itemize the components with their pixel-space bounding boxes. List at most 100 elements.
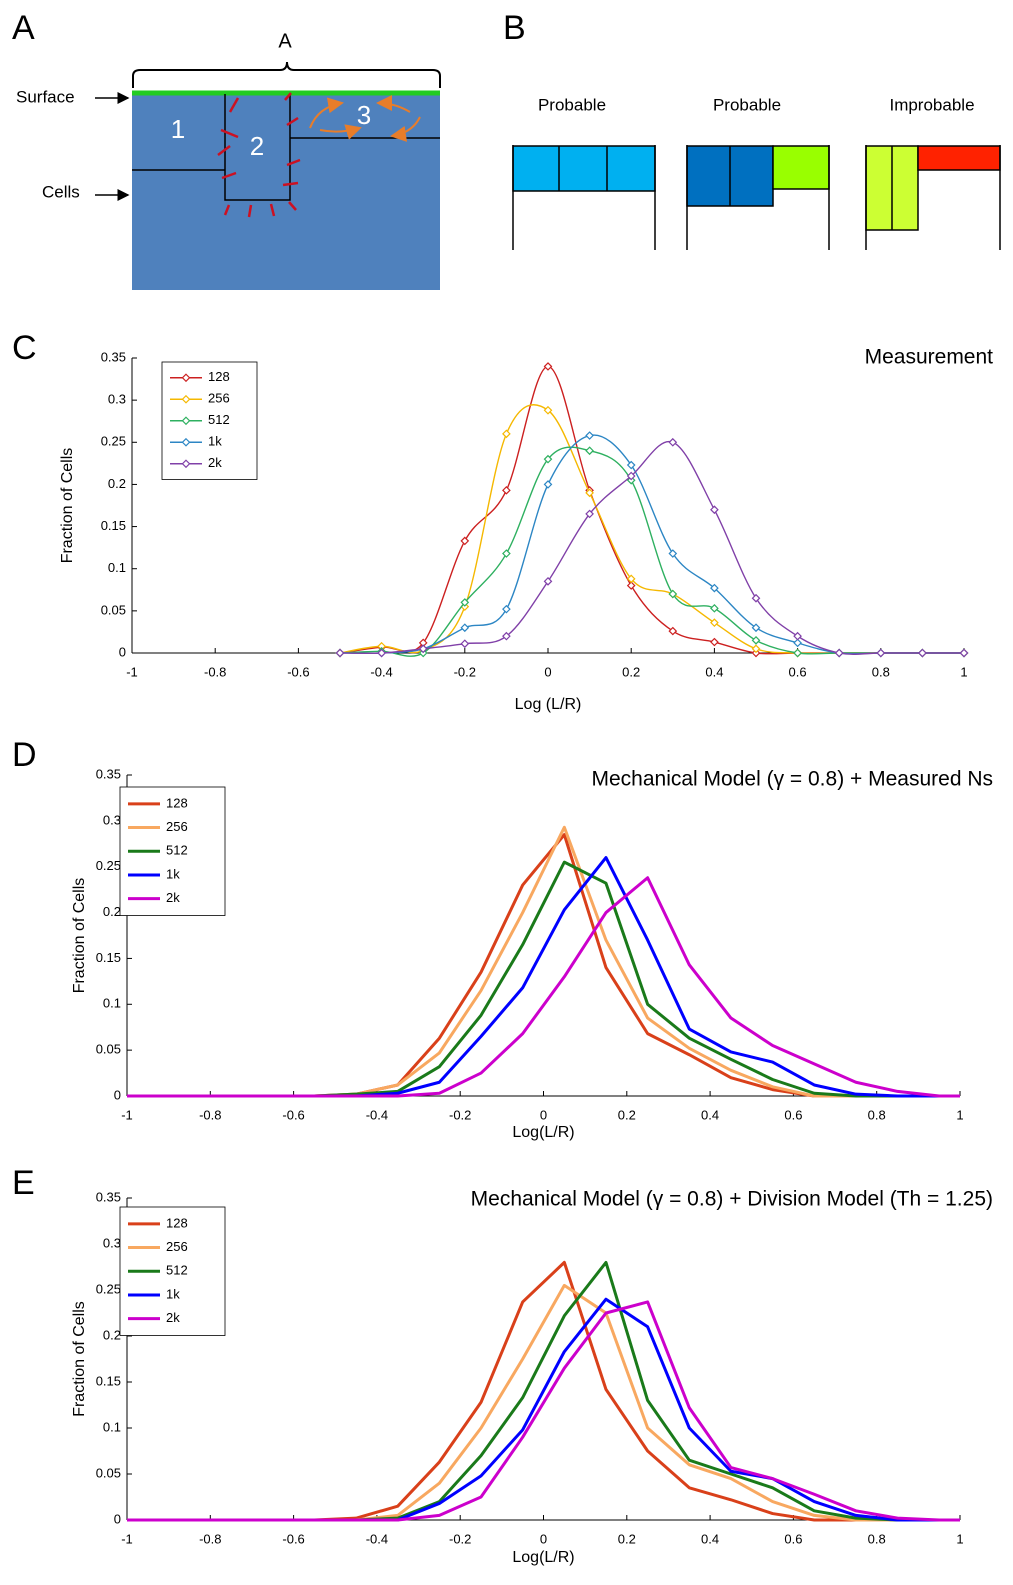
y-tick-label: 0.3	[103, 1235, 121, 1250]
y-tick-label: 0.15	[96, 1373, 121, 1388]
y-axis-label: Fraction of Cells	[71, 878, 88, 994]
legend-label: 512	[208, 412, 230, 427]
x-tick-label: -1	[121, 1531, 133, 1546]
legend-marker	[181, 373, 191, 383]
data-point	[460, 639, 470, 649]
data-point	[418, 644, 428, 654]
legend-label: 512	[166, 1263, 188, 1278]
data-point	[959, 648, 969, 658]
x-tick-label: -0.8	[204, 664, 226, 679]
y-tick-label: 0	[114, 1511, 121, 1526]
y-tick-label: 0.15	[96, 950, 121, 965]
data-point	[751, 644, 761, 654]
data-point	[834, 648, 844, 658]
data-point	[626, 574, 636, 584]
legend-marker	[181, 437, 191, 447]
x-tick-label: 0.4	[701, 1531, 719, 1546]
data-point	[668, 549, 678, 558]
data-point	[460, 598, 470, 607]
x-tick-label: -0.6	[282, 1531, 304, 1546]
data-point	[460, 536, 470, 546]
data-point	[668, 437, 678, 447]
config-2	[686, 145, 830, 250]
x-tick-label: 1	[956, 1107, 963, 1122]
chart-title: Measurement	[865, 346, 994, 369]
legend-label: 256	[166, 1239, 188, 1254]
y-tick-label: 0.2	[108, 476, 126, 491]
y-tick-label: 0.3	[108, 392, 126, 407]
series-line	[127, 860, 960, 1098]
x-tick-label: -0.2	[454, 664, 476, 679]
panel-label: B	[503, 9, 526, 47]
legend-label: 128	[166, 1215, 188, 1230]
brace-label: A	[278, 30, 292, 52]
x-tick-label: 0.4	[705, 664, 723, 679]
data-point	[335, 648, 345, 658]
x-tick-label: -0.2	[449, 1107, 471, 1122]
cell-motion	[309, 95, 421, 142]
caption: Improbable	[889, 95, 974, 114]
data-point	[751, 623, 761, 633]
legend-label: 128	[166, 795, 188, 810]
y-axis-label: Fraction of Cells	[71, 1301, 88, 1417]
legend-label: 2k	[166, 890, 180, 905]
data-point	[585, 431, 594, 440]
x-tick-label: 1	[956, 1531, 963, 1546]
legend-label: 128	[208, 369, 230, 384]
panel-label: A	[12, 9, 35, 47]
surface-label: Surface	[16, 87, 75, 106]
series-line	[339, 440, 964, 655]
y-tick-label: 0.1	[108, 560, 126, 575]
x-tick-label: 0.6	[784, 1531, 802, 1546]
y-tick-label: 0.35	[96, 766, 121, 781]
series-line	[127, 825, 960, 1098]
series-line	[127, 856, 960, 1098]
data-point	[502, 604, 511, 614]
x-tick-label: -0.6	[282, 1107, 304, 1122]
data-point	[668, 589, 678, 599]
y-axis-label: Fraction of Cells	[59, 448, 76, 564]
y-tick-label: 0.35	[101, 349, 126, 364]
y-tick-label: 0.05	[96, 1465, 121, 1480]
series-line	[339, 434, 964, 655]
panel-label: E	[12, 1164, 35, 1202]
y-tick-label: 0	[114, 1087, 121, 1102]
y-tick-label: 0.1	[103, 996, 121, 1011]
series-line	[127, 1300, 960, 1522]
y-tick-label: 0.25	[101, 434, 126, 449]
x-tick-label: -0.2	[449, 1531, 471, 1546]
x-tick-label: 0.8	[868, 1107, 886, 1122]
legend-marker	[181, 394, 191, 404]
cell-label: 1	[171, 114, 185, 144]
y-tick-label: 0.25	[96, 858, 121, 873]
x-tick-label: 0.4	[701, 1107, 719, 1122]
data-point	[710, 505, 719, 515]
config-3	[865, 145, 1001, 250]
y-tick-label: 0.3	[103, 812, 121, 827]
data-point	[585, 509, 594, 519]
legend-label: 2k	[208, 455, 222, 470]
series-line	[127, 1297, 960, 1522]
data-point	[543, 577, 553, 586]
data-point	[876, 648, 886, 658]
y-tick-label: 0.15	[101, 518, 126, 533]
x-tick-label: 0	[540, 1531, 547, 1546]
data-point	[793, 631, 802, 641]
data-point	[502, 549, 511, 558]
chart-title: Mechanical Model (γ = 0.8) + Division Mo…	[471, 1188, 993, 1211]
series-line	[127, 833, 960, 1098]
x-axis-label: Log(L/R)	[512, 1124, 574, 1141]
x-tick-label: -1	[126, 664, 138, 679]
cell-label: 3	[357, 100, 371, 130]
caption: Probable	[713, 95, 781, 114]
data-point	[377, 648, 386, 658]
series-line	[127, 876, 960, 1098]
legend-label: 1k	[166, 866, 180, 881]
data-point	[626, 471, 636, 481]
x-tick-label: -0.8	[199, 1107, 221, 1122]
x-tick-label: 0.6	[784, 1107, 802, 1122]
data-point	[710, 583, 719, 593]
data-point	[710, 637, 719, 647]
cell-forces	[217, 92, 301, 218]
